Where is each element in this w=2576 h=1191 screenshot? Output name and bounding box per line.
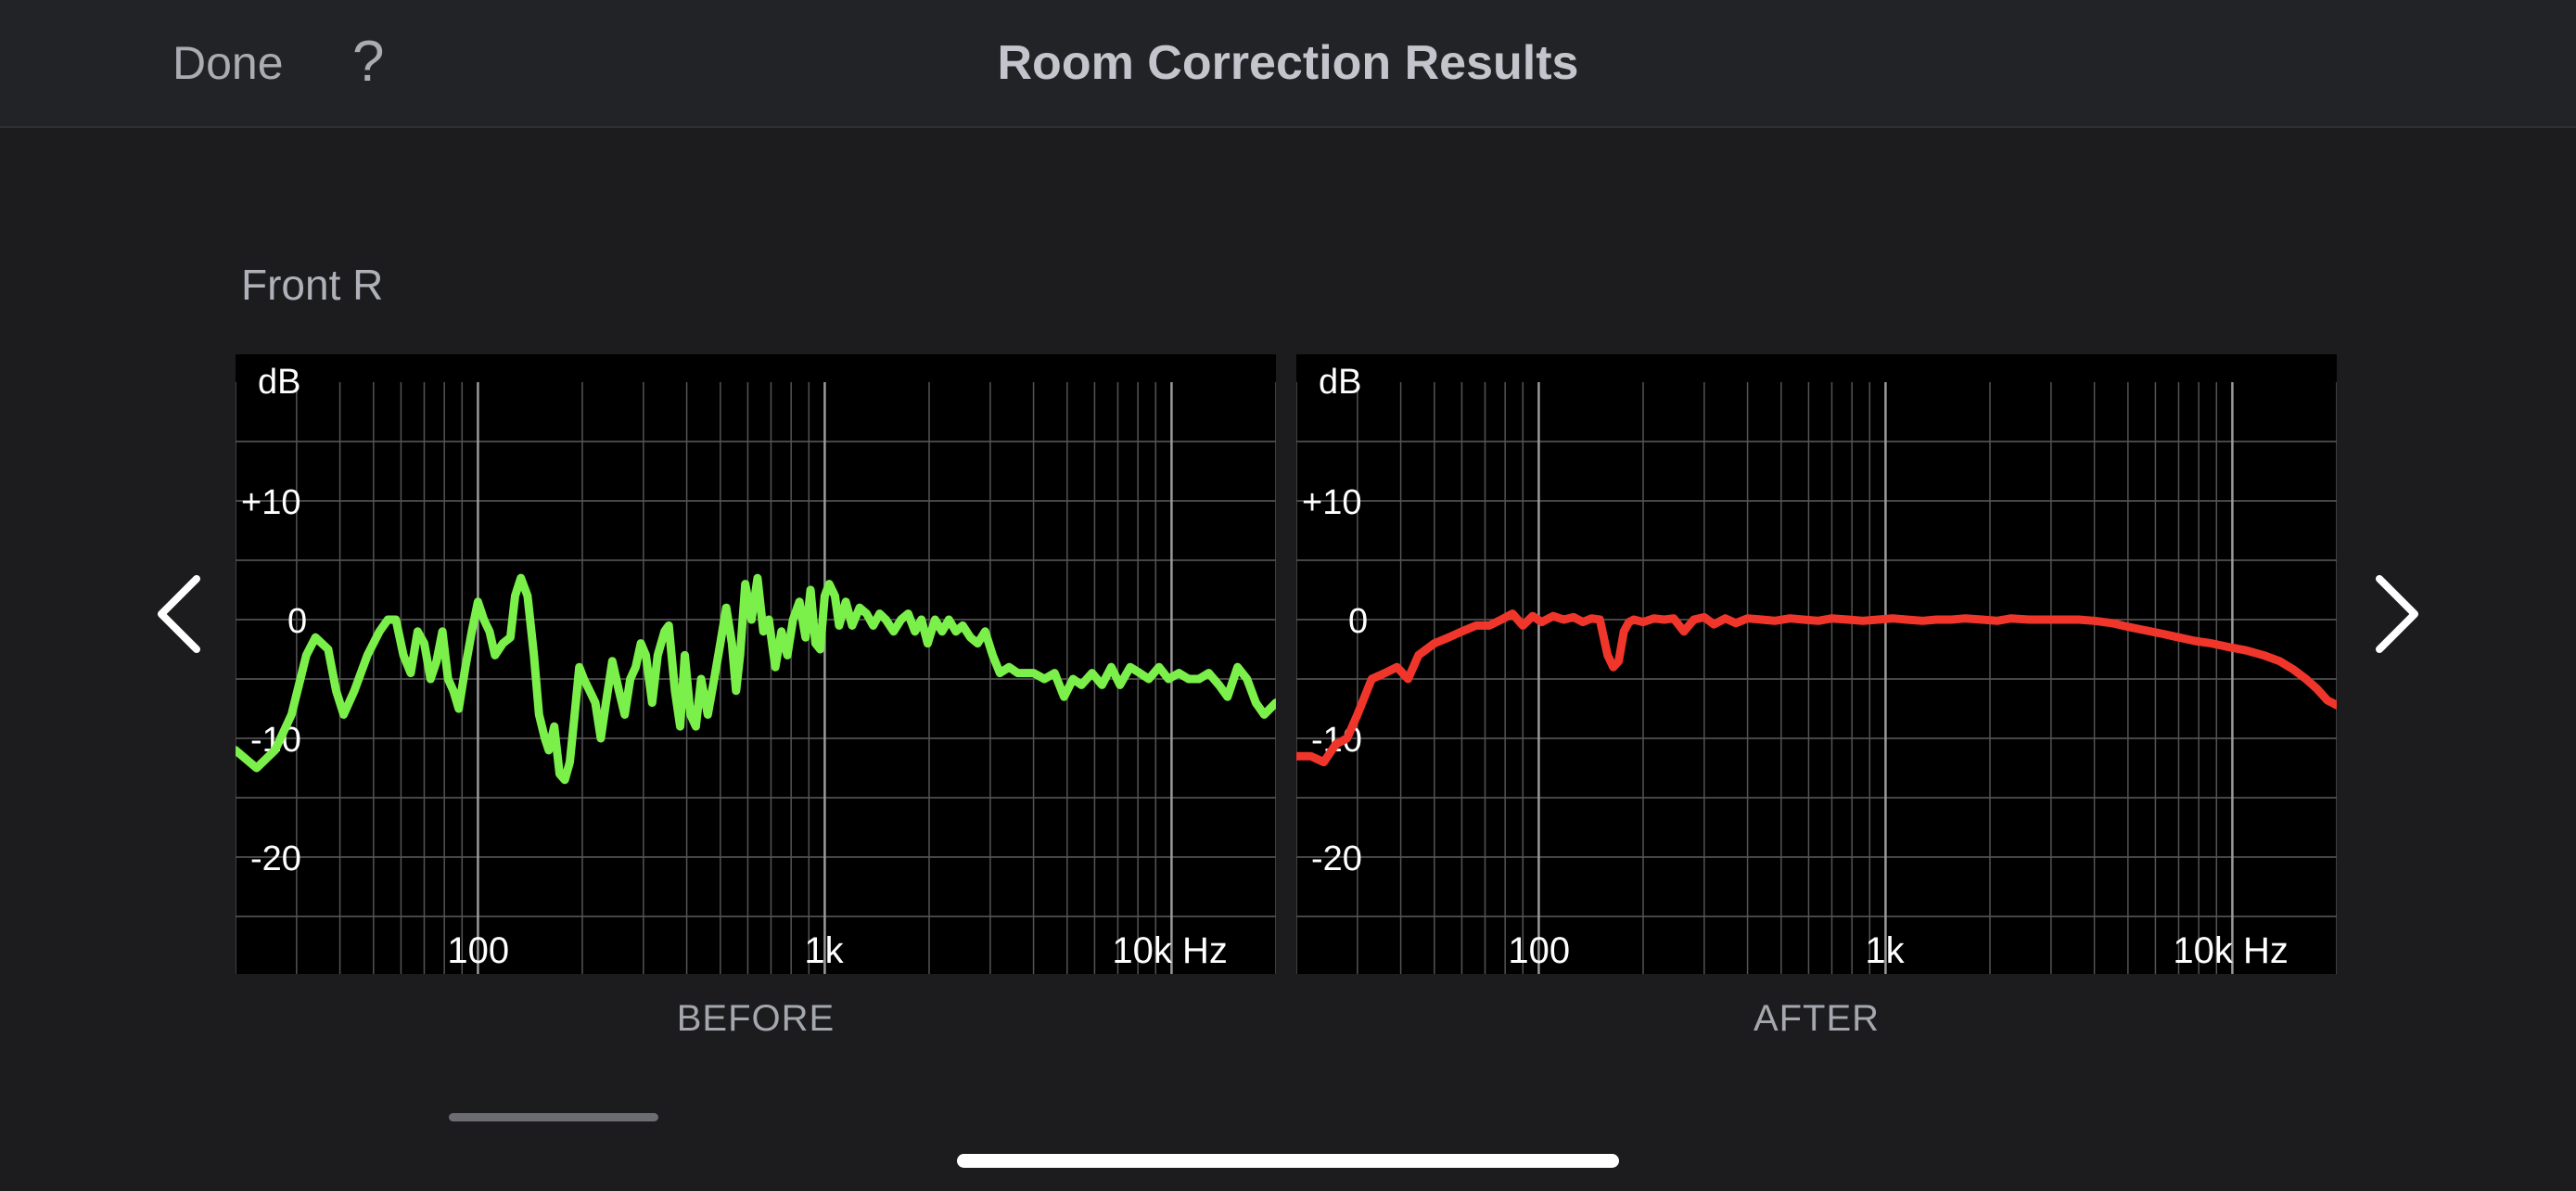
y-tick-label: 0 [1348, 602, 1368, 641]
channel-label: Front R [241, 261, 384, 309]
x-tick-label: 10k Hz [2173, 930, 2289, 971]
y-tick-label: +10 [1302, 483, 1361, 522]
previous-channel-button[interactable] [141, 568, 215, 660]
chevron-right-icon [2376, 575, 2418, 653]
next-channel-button[interactable] [2361, 568, 2435, 660]
x-tick-label: 10k Hz [1112, 930, 1228, 971]
page-title: Room Correction Results [997, 36, 1579, 90]
y-tick-label: +10 [241, 483, 300, 522]
y-tick-label: -20 [1311, 839, 1362, 878]
y-unit-label: dB [1319, 363, 1361, 402]
help-button[interactable]: ? [352, 28, 384, 96]
navigation-bar: Done ? Room Correction Results [0, 0, 2576, 128]
response-curve [1296, 609, 2337, 767]
home-indicator [957, 1154, 1619, 1168]
before-caption: BEFORE [676, 998, 835, 1039]
y-tick-label: 0 [287, 602, 307, 641]
x-tick-label: 1k [1865, 930, 1905, 971]
after-caption: AFTER [1753, 998, 1881, 1039]
before-response-graph: dB +10 0 -10 -20 100 1k 10k Hz [236, 354, 1276, 974]
y-unit-label: dB [258, 363, 300, 402]
page-scroll-indicator [449, 1113, 658, 1121]
chevron-left-icon [158, 575, 200, 653]
x-tick-label: 100 [447, 930, 509, 971]
x-tick-label: 1k [804, 930, 844, 971]
response-curve [236, 573, 1276, 785]
after-response-graph: dB +10 0 -10 -20 100 1k 10k Hz [1296, 354, 2337, 974]
y-tick-label: -20 [250, 839, 301, 878]
done-button[interactable]: Done [172, 33, 284, 93]
x-tick-label: 100 [1508, 930, 1570, 971]
